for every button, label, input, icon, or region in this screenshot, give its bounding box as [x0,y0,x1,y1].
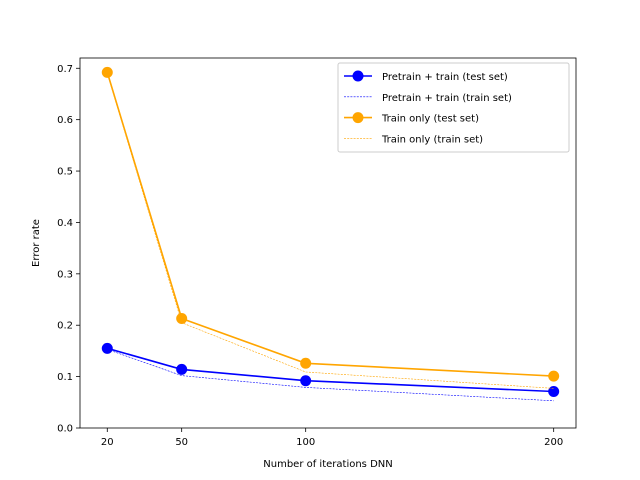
data-point [300,375,312,387]
data-point [548,370,560,382]
y-ticks: 0.0 0.1 0.2 0.3 0.4 0.5 0.6 0.7 [57,64,80,435]
x-tick-label: 100 [296,437,315,448]
series-line-1 [107,349,554,402]
data-point [548,386,560,398]
legend-marker [352,70,364,82]
x-tick-label: 50 [175,437,188,448]
y-tick-label: 0.0 [57,424,73,435]
legend: Pretrain + train (test set) Pretrain + tr… [337,62,570,153]
x-ticks: 20 50 100 200 [101,428,563,448]
data-point [101,66,113,78]
legend-marker [352,112,364,124]
y-tick-label: 0.5 [57,167,73,178]
legend-box [337,62,570,153]
legend-label: Train only (test set) [381,114,479,125]
data-point [300,357,312,369]
y-tick-label: 0.4 [57,218,73,229]
x-tick-label: 200 [544,437,563,448]
data-point [176,363,188,375]
series-line-2 [106,72,554,377]
y-tick-label: 0.1 [57,372,73,383]
y-tick-label: 0.6 [57,115,73,126]
legend-label: Train only (train set) [381,134,483,145]
data-point [176,313,188,325]
legend-label: Pretrain + train (train set) [382,93,512,104]
y-tick-label: 0.3 [57,269,73,280]
series-line-0 [107,347,554,393]
x-axis-label: Number of iterations DNN [263,459,392,470]
y-tick-label: 0.7 [57,64,73,75]
y-axis-label: Error rate [31,219,42,267]
series-layer [101,66,560,402]
y-tick-label: 0.2 [57,321,73,332]
data-point [101,342,113,354]
x-tick-label: 20 [101,437,114,448]
legend-label: Pretrain + train (test set) [382,72,508,83]
series-line-3 [107,73,554,389]
